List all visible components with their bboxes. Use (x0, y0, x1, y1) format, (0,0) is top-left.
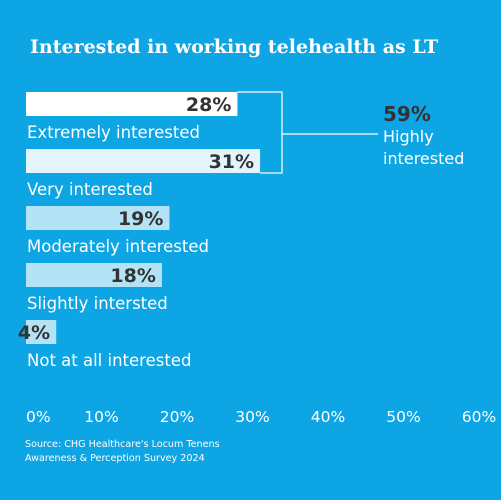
x-tick-4: 30% (235, 408, 269, 426)
x-tick-6: 50% (386, 408, 420, 426)
bar-3 (26, 206, 170, 230)
bar-value-label-2: 31% (209, 151, 254, 173)
highly-interested-callout: 59% Highly interested (237, 91, 464, 174)
category-label-4: Slightly intersted (27, 294, 168, 313)
bars-group: 28% Extremely interested 31% Very intereste… (18, 92, 261, 370)
x-tick-7: 60% (462, 408, 496, 426)
bar-4 (26, 263, 162, 287)
source-line-2: Awareness & Perception Survey 2024 (25, 453, 205, 464)
bracket-line (237, 91, 378, 174)
category-label-3: Moderately interested (27, 237, 209, 256)
callout-label-line-1: Highly (383, 127, 434, 146)
bar-value-label-4: 18% (110, 265, 155, 287)
bar-2 (26, 149, 261, 173)
category-label-2: Very interested (27, 180, 153, 199)
x-axis-ticks: 0% 10% 20% 30% 40% 50% 60% (26, 408, 496, 426)
bar-value-label-3: 19% (118, 208, 163, 230)
bar-value-label-1: 28% (186, 94, 231, 116)
source-line-1: Source: CHG Healthcare's Locum Tenens (25, 439, 220, 450)
bar-1 (26, 92, 238, 116)
category-label-1: Extremely interested (27, 123, 200, 142)
callout-label-line-2: interested (383, 149, 464, 168)
bar-value-label-5: 4% (18, 322, 50, 344)
x-tick-1: 0% (26, 408, 51, 426)
x-tick-5: 40% (311, 408, 345, 426)
callout-value: 59% (383, 102, 431, 126)
chart-title: Interested in working telehealth as LT (30, 36, 438, 58)
x-tick-2: 10% (84, 408, 118, 426)
bar-5 (26, 320, 57, 344)
x-tick-3: 20% (160, 408, 194, 426)
category-label-5: Not at all interested (27, 351, 191, 370)
